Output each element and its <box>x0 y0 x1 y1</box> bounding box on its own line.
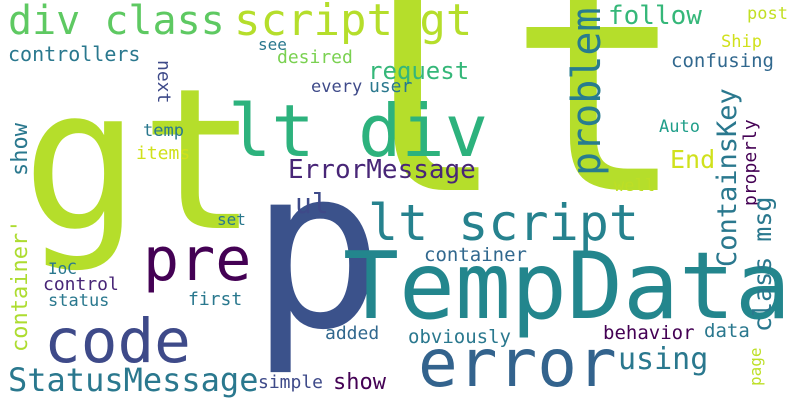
word: TempData <box>343 232 791 340</box>
word: properly <box>740 119 761 206</box>
word: gt <box>22 47 258 275</box>
word: every <box>311 77 362 97</box>
word: div class <box>8 0 225 44</box>
word: lt div <box>228 89 488 173</box>
word: End <box>670 145 715 174</box>
word: set <box>217 210 246 229</box>
word: problem <box>564 7 610 176</box>
word: container' <box>8 220 33 352</box>
word: items <box>136 143 190 164</box>
word: ErrorMessage <box>288 155 476 185</box>
word: controllers <box>8 42 140 66</box>
word: script gt <box>234 0 472 46</box>
word: ul <box>295 187 329 220</box>
word: show <box>333 370 387 395</box>
word: error <box>418 325 617 400</box>
word: page <box>746 347 765 386</box>
word: post <box>747 4 788 24</box>
word: added <box>325 323 379 344</box>
word: p <box>250 121 384 379</box>
word: IoC <box>48 259 77 278</box>
word: Auto <box>659 117 700 137</box>
word: see <box>258 35 287 54</box>
word: well <box>614 176 655 196</box>
word: code <box>44 306 191 377</box>
word: confusing <box>671 50 774 72</box>
word: StatusMessage <box>8 361 258 399</box>
word: lt <box>328 0 687 261</box>
word: using <box>618 342 708 377</box>
word: container <box>424 244 527 266</box>
word: data <box>704 320 750 342</box>
word: behavior <box>603 322 695 344</box>
word: obviously <box>408 326 511 348</box>
word: simple <box>258 372 323 393</box>
word: next <box>153 60 174 103</box>
word: pre <box>143 225 251 295</box>
word: first <box>188 289 242 310</box>
word: control <box>43 274 119 295</box>
word: follow <box>608 1 702 31</box>
word: temp <box>143 121 184 141</box>
word: show <box>8 122 33 176</box>
word: ContainsKey <box>712 88 743 267</box>
word: user <box>369 76 413 97</box>
word: Ship <box>721 32 762 52</box>
word: request <box>368 57 469 85</box>
word: status <box>48 291 109 311</box>
word: class msg <box>748 197 777 332</box>
word: desired <box>277 47 353 68</box>
word: lt script <box>368 194 639 252</box>
